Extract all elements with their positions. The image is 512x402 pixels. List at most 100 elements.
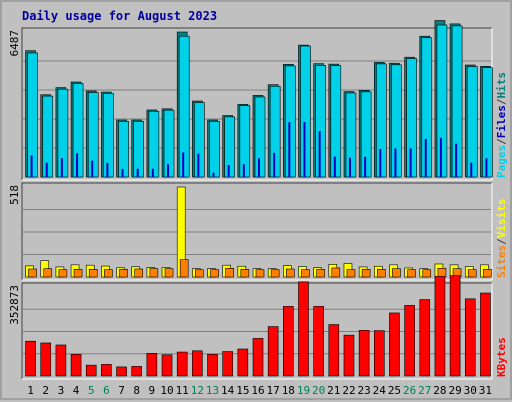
bar-pages-day-13 <box>212 172 215 177</box>
day-tick-label-28: 28 <box>433 384 446 397</box>
bar-sites-day-1 <box>28 268 37 278</box>
day-tick-label-1: 1 <box>27 384 34 397</box>
day-tick-label-27: 27 <box>418 384 431 397</box>
bar-sites-day-4 <box>73 269 83 278</box>
bar-pages-day-17 <box>273 152 276 177</box>
max-value-label-bottom: 352873 <box>8 285 21 325</box>
day-tick-label-14: 14 <box>221 384 235 397</box>
bar-sites-day-2 <box>43 268 53 278</box>
bar-files-day-13 <box>209 121 220 178</box>
bar-kbytes-day-2 <box>40 342 52 377</box>
day-tick-label-31: 31 <box>479 384 492 397</box>
bar-kbytes-day-24 <box>373 330 385 377</box>
series-label-segment: / <box>495 138 508 145</box>
bar-sites-day-12 <box>195 269 204 278</box>
bar-pages-day-11 <box>182 152 185 177</box>
day-tick-label-18: 18 <box>282 384 295 397</box>
series-label-middle: Sites/Visits <box>495 199 508 279</box>
series-label-segment: Pages <box>495 145 508 178</box>
bar-kbytes-day-14 <box>222 351 233 377</box>
day-tick-label-9: 9 <box>149 384 156 397</box>
bar-kbytes-day-31 <box>480 292 491 377</box>
max-value-label-top: 6487 <box>8 30 21 57</box>
day-tick-label-26: 26 <box>403 384 416 397</box>
day-tick-label-10: 10 <box>160 384 173 397</box>
day-tick-label-17: 17 <box>267 384 280 397</box>
bar-pages-day-16 <box>258 158 260 177</box>
bar-sites-day-3 <box>58 269 68 278</box>
bar-pages-day-18 <box>288 122 291 177</box>
bar-sites-day-13 <box>210 269 219 278</box>
bar-pages-day-9 <box>151 168 154 177</box>
bar-sites-day-31 <box>483 269 492 278</box>
bar-files-day-30 <box>466 66 478 178</box>
bar-sites-day-19 <box>301 269 310 278</box>
bar-sites-day-25 <box>392 268 401 278</box>
day-tick-label-25: 25 <box>388 384 401 397</box>
panel-frame-light-bottom <box>22 283 493 380</box>
bar-sites-day-28 <box>437 268 447 278</box>
bar-pages-day-3 <box>60 158 63 177</box>
bar-sites-day-16 <box>255 269 265 278</box>
bar-kbytes-day-21 <box>328 324 340 377</box>
bar-sites-day-30 <box>467 269 477 278</box>
day-tick-label-5: 5 <box>88 384 95 397</box>
bar-pages-day-7 <box>121 168 124 177</box>
bar-kbytes-day-27 <box>419 299 431 377</box>
bar-sites-day-8 <box>134 268 144 278</box>
series-label-segment: Hits <box>495 72 508 99</box>
bar-kbytes-day-16 <box>252 338 264 377</box>
series-label-segment: KBytes <box>495 337 508 377</box>
panel-frame-light-middle <box>22 183 493 281</box>
bar-files-day-7 <box>118 121 129 178</box>
bar-kbytes-day-18 <box>283 306 294 377</box>
bar-pages-day-29 <box>455 143 458 177</box>
bar-sites-day-5 <box>88 269 98 278</box>
day-tick-label-29: 29 <box>448 384 461 397</box>
bar-pages-day-10 <box>167 164 170 177</box>
bar-kbytes-day-8 <box>131 366 143 377</box>
day-tick-label-20: 20 <box>312 384 325 397</box>
bar-kbytes-day-19 <box>298 281 309 377</box>
bar-pages-day-21 <box>333 156 336 177</box>
day-tick-label-30: 30 <box>464 384 477 397</box>
bar-kbytes-day-17 <box>267 326 279 377</box>
panel-frame-dark-top <box>21 27 492 180</box>
bar-sites-day-10 <box>164 268 174 278</box>
bar-sites-day-27 <box>422 269 432 278</box>
series-label-segment: Files <box>495 105 508 138</box>
bar-pages-day-24 <box>379 149 382 177</box>
bar-sites-day-23 <box>361 269 371 278</box>
day-tick-label-12: 12 <box>191 384 204 397</box>
bar-kbytes-day-29 <box>449 275 461 377</box>
bar-sites-day-11 <box>179 259 189 278</box>
bar-kbytes-day-3 <box>55 344 67 377</box>
bar-sites-day-9 <box>149 268 159 278</box>
bar-kbytes-day-5 <box>85 364 97 377</box>
max-value-label-middle: 518 <box>8 185 21 205</box>
bar-sites-day-24 <box>376 269 386 278</box>
bar-files-day-8 <box>133 121 145 178</box>
bar-pages-day-26 <box>409 148 412 177</box>
bar-pages-day-25 <box>394 148 397 177</box>
bar-sites-day-15 <box>240 269 250 278</box>
day-tick-label-24: 24 <box>373 384 387 397</box>
bar-kbytes-day-6 <box>101 364 112 377</box>
bar-pages-day-4 <box>76 153 79 177</box>
bar-kbytes-day-20 <box>313 306 324 377</box>
bar-kbytes-day-9 <box>146 353 158 377</box>
bar-kbytes-day-22 <box>343 334 355 377</box>
bar-pages-day-23 <box>364 156 367 177</box>
bar-kbytes-day-12 <box>192 350 203 377</box>
bar-kbytes-day-13 <box>207 354 218 377</box>
bar-kbytes-day-25 <box>389 312 400 377</box>
bar-kbytes-day-15 <box>237 348 249 377</box>
day-tick-label-7: 7 <box>118 384 125 397</box>
day-tick-label-22: 22 <box>342 384 355 397</box>
day-tick-label-11: 11 <box>176 384 189 397</box>
bar-pages-day-14 <box>227 165 230 177</box>
series-label-segment: Sites <box>495 245 508 278</box>
bar-pages-day-30 <box>470 162 473 177</box>
